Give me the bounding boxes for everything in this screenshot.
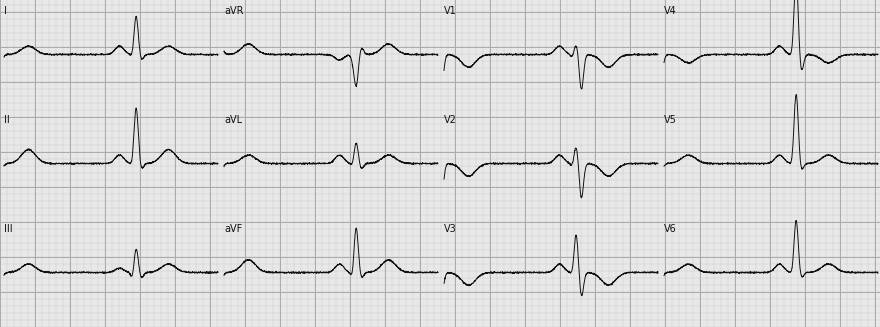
Text: aVL: aVL — [224, 115, 242, 125]
Text: V3: V3 — [444, 224, 457, 234]
Text: V2: V2 — [444, 115, 457, 125]
Text: aVF: aVF — [224, 224, 242, 234]
Text: III: III — [4, 224, 12, 234]
Text: V5: V5 — [664, 115, 677, 125]
Text: V6: V6 — [664, 224, 677, 234]
Text: V4: V4 — [664, 6, 677, 16]
Text: aVR: aVR — [224, 6, 244, 16]
Text: V1: V1 — [444, 6, 457, 16]
Text: II: II — [4, 115, 10, 125]
Text: I: I — [4, 6, 7, 16]
